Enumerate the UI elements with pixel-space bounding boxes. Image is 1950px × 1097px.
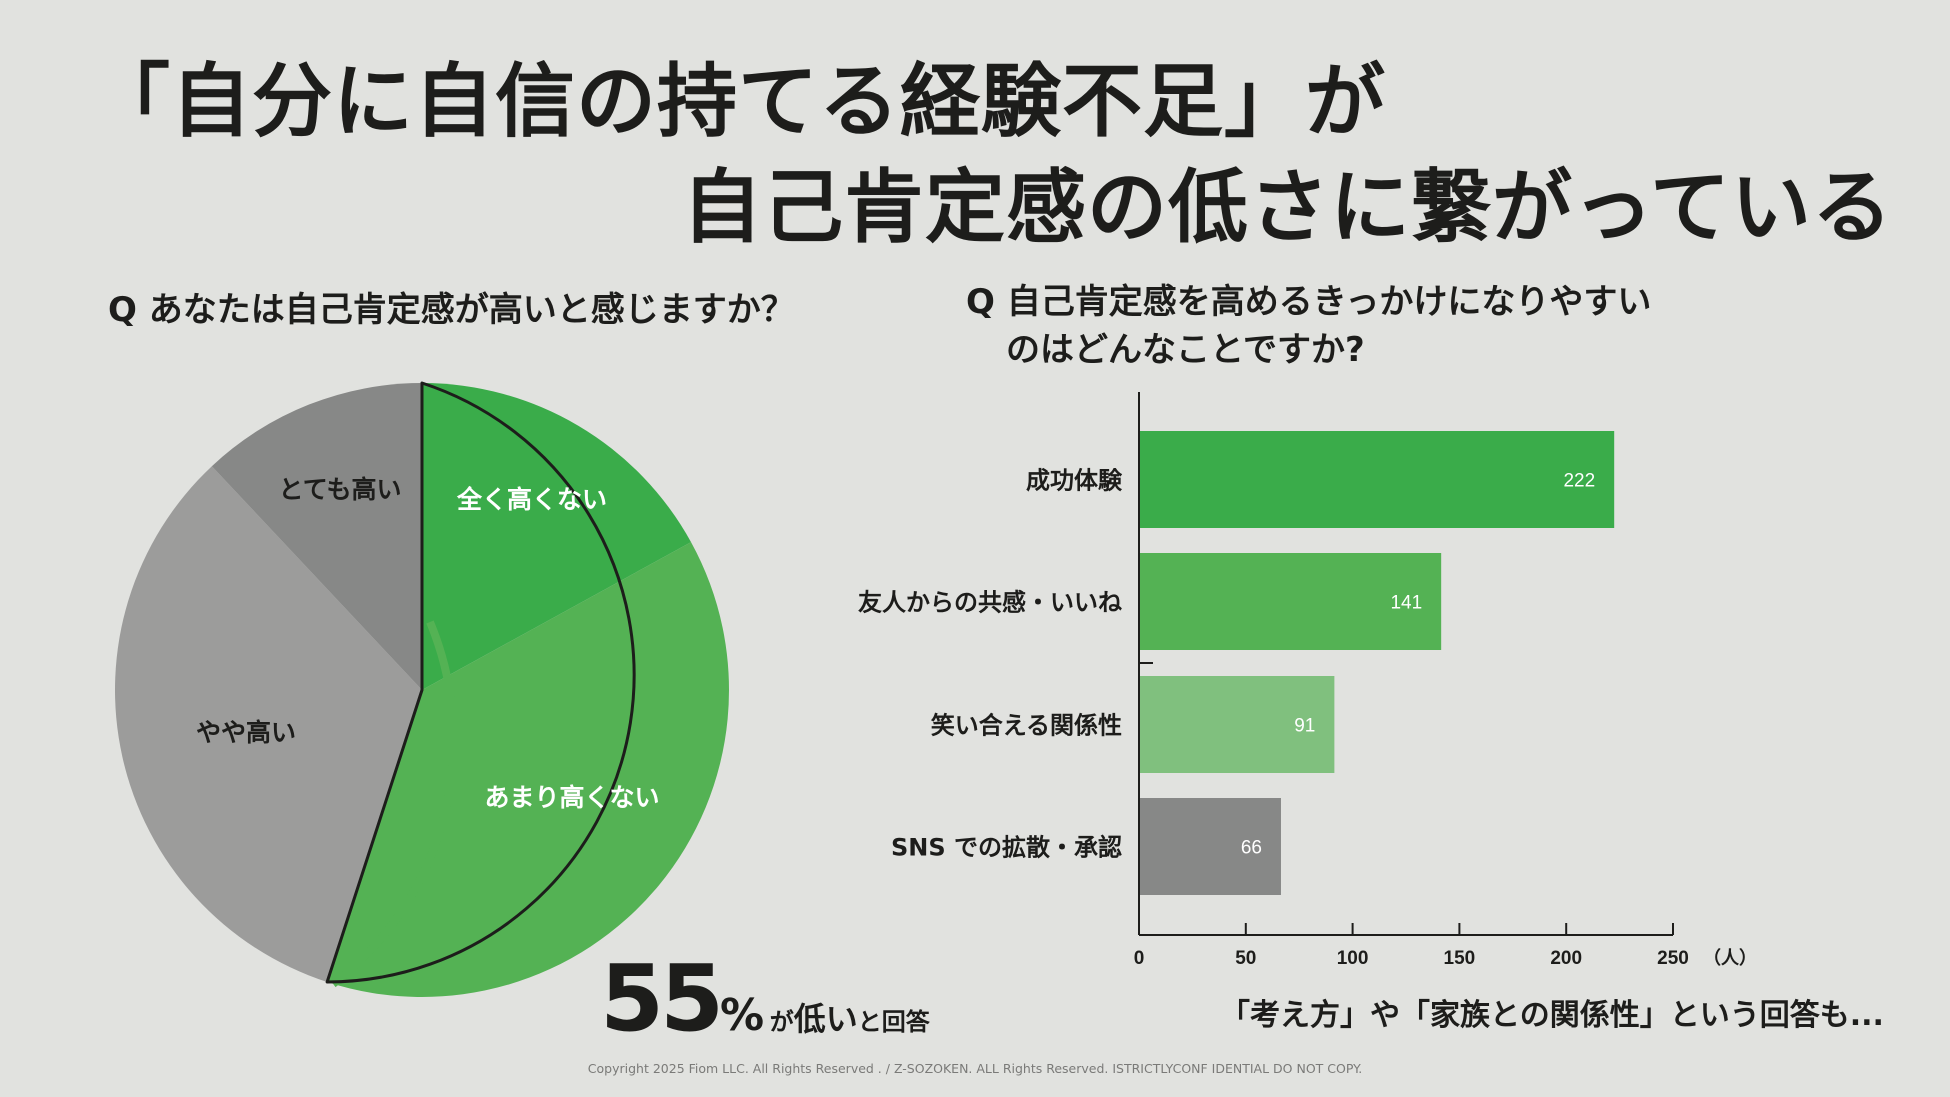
pie-slice-1 — [422, 383, 692, 690]
bar-question: Q 自己肯定感を高めるきっかけになりやすい のはどんなことですか? — [966, 278, 1651, 374]
bar-category-label-4: SNS での拡散・承認 — [891, 834, 1122, 862]
bar-3 — [1140, 676, 1335, 773]
x-tick-label-3: 100 — [1337, 948, 1369, 969]
copyright: Copyright 2025 Fiom LLC. All Rights Rese… — [587, 1061, 1363, 1076]
bar-2 — [1140, 553, 1442, 650]
x-axis-unit: （人） — [1703, 948, 1757, 969]
summary-ga: が — [769, 1008, 794, 1036]
summary-55-percent: 55% が低いと回答 — [600, 945, 930, 1052]
bar-category-label-2: 友人からの共感・いいね — [858, 589, 1122, 617]
bar-note: 「考え方」や「家族との関係性」という回答も... — [1220, 998, 1884, 1033]
pie-highlight-outline — [325, 381, 636, 984]
pie-label-4: とても高い — [278, 475, 401, 504]
bar-value-label-1: 222 — [1563, 471, 1595, 492]
bar-category-label-1: 成功体験 — [1026, 467, 1123, 495]
headline-line2: 自己肯定感の低さに繋がっている — [682, 161, 1893, 254]
x-tick-label-1: 0 — [1134, 948, 1145, 969]
x-tick-label-4: 150 — [1444, 948, 1476, 969]
summary-percent: % — [720, 990, 765, 1041]
pie-slice-4 — [211, 383, 422, 690]
pie-question: Q あなたは自己肯定感が高いと感じますか？ — [108, 290, 795, 330]
bar-question-line1: Q 自己肯定感を高めるきっかけになりやすい — [966, 282, 1652, 322]
bar-4 — [1140, 798, 1281, 895]
bar-value-label-3: 91 — [1294, 716, 1315, 737]
headline-line1: 「自分に自信の持てる経験不足」が — [90, 55, 1386, 148]
pie-label-3: やや高い — [196, 718, 296, 747]
bar-category-label-3: 笑い合える関係性 — [931, 712, 1122, 740]
x-tick-label-6: 250 — [1657, 948, 1689, 969]
summary-kaito: と回答 — [857, 1008, 930, 1036]
x-tick-label-2: 50 — [1235, 948, 1256, 969]
pie-highlight-shadow — [330, 620, 458, 988]
pie-slice-3 — [114, 466, 423, 982]
bar-question-line2: のはどんなことですか? — [1006, 330, 1365, 370]
pie-slice-2 — [327, 542, 729, 998]
bar-1 — [1140, 431, 1615, 528]
bar-chart: 222 成功体験 141 友人からの共感・いいね 91 笑い合える関係性 66 SNS での拡… — [858, 392, 1757, 969]
bar-value-label-2: 141 — [1390, 593, 1422, 614]
summary-hikui: 低い — [793, 1000, 858, 1038]
summary-number: 55 — [600, 945, 724, 1052]
bar-value-label-4: 66 — [1241, 838, 1262, 859]
pie-label-1: 全く高くない — [456, 485, 607, 514]
pie-label-2: あまり高くない — [484, 783, 659, 812]
x-tick-label-5: 200 — [1550, 948, 1582, 969]
